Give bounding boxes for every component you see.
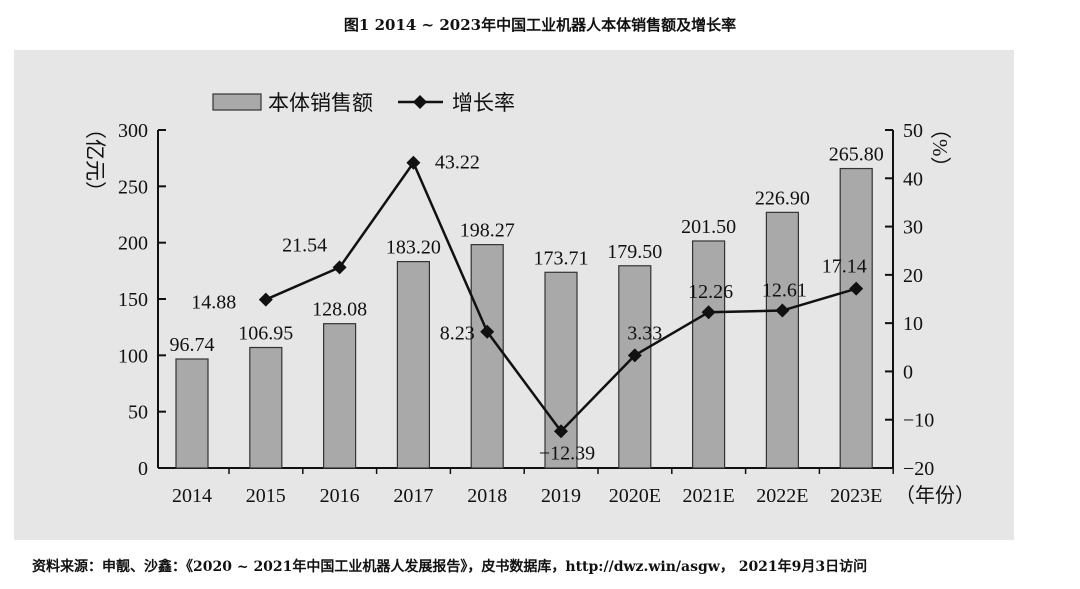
- growth-value-label: 14.88: [191, 292, 236, 314]
- growth-value-label: 3.33: [627, 322, 662, 344]
- bar-value-label: 173.71: [534, 247, 589, 269]
- x-tick-label: 2021E: [682, 485, 734, 507]
- growth-value-label: 17.14: [822, 256, 867, 278]
- bar: [175, 358, 209, 469]
- growth-marker: [480, 324, 495, 339]
- growth-value-label: 43.22: [435, 152, 480, 174]
- bar-value-label: 106.95: [238, 323, 293, 345]
- x-tick-label: 2016: [320, 485, 360, 507]
- left-axis-title: （亿元）: [83, 118, 107, 202]
- x-tick-label: 2019: [541, 485, 581, 507]
- bar: [691, 240, 726, 469]
- x-tick-label: 2023E: [830, 485, 882, 507]
- right-tick-label: −20: [903, 458, 934, 480]
- bar: [396, 260, 430, 469]
- right-axis-title: （%）: [928, 118, 952, 178]
- x-tick-label: 2022E: [756, 485, 808, 507]
- growth-marker: [554, 424, 568, 439]
- x-tick-label: 2017: [393, 485, 433, 507]
- growth-value-label: 21.54: [282, 234, 327, 256]
- bar: [470, 244, 504, 469]
- growth-value-label: 8.23: [440, 323, 475, 345]
- bar: [544, 271, 578, 469]
- left-tick-label: 200: [118, 233, 148, 255]
- x-tick-label: 2020E: [609, 485, 661, 507]
- growth-marker: [406, 155, 421, 170]
- growth-value-label: 12.26: [688, 281, 733, 303]
- bar-value-label: 201.50: [681, 216, 736, 238]
- right-tick-label: −10: [903, 410, 934, 432]
- bar-value-label: 183.20: [386, 237, 441, 259]
- bar-value-label: 198.27: [460, 220, 515, 242]
- x-tick-label: 2018: [467, 485, 507, 507]
- growth-marker: [332, 260, 347, 275]
- bar-value-label: 265.80: [829, 144, 884, 166]
- growth-marker: [775, 303, 790, 318]
- right-tick-label: 0: [903, 361, 913, 383]
- bar: [249, 346, 283, 469]
- source-note: 资料来源：申靓、沙鑫：《2020 ~ 2021年中国工业机器人发展报告》，皮书数…: [32, 559, 868, 575]
- bar-value-label: 128.08: [312, 299, 367, 321]
- growth-marker: [701, 305, 716, 320]
- x-tick-label: 2015: [246, 485, 286, 507]
- left-tick-label: 0: [138, 458, 148, 480]
- bar-value-label: 179.50: [607, 241, 662, 263]
- bar: [765, 211, 800, 469]
- bar: [839, 167, 873, 469]
- growth-value-label: −12.39: [539, 442, 595, 464]
- legend-line-label: 增长率: [452, 91, 515, 115]
- right-tick-label: 40: [903, 168, 923, 190]
- right-tick-label: 10: [903, 313, 923, 335]
- legend-bar-label: 本体销售额: [268, 91, 373, 115]
- bar-value-label: 226.90: [755, 187, 810, 209]
- legend-bar-swatch: [212, 93, 262, 111]
- bar: [323, 323, 357, 469]
- legend-line-marker: [413, 95, 427, 109]
- left-tick-label: 150: [118, 289, 148, 311]
- bar-value-label: 96.74: [170, 334, 215, 356]
- left-tick-label: 100: [118, 345, 148, 367]
- x-axis-title: （年份）: [895, 484, 975, 507]
- left-tick-label: 50: [128, 402, 148, 424]
- growth-marker: [627, 348, 642, 363]
- growth-marker: [258, 292, 273, 307]
- growth-value-label: 12.61: [762, 280, 807, 302]
- chart-title: 图1 2014 ~ 2023年中国工业机器人本体销售额及增长率: [343, 16, 737, 34]
- left-tick-label: 250: [118, 176, 148, 198]
- x-tick-label: 2014: [172, 485, 212, 507]
- right-tick-label: 20: [903, 265, 923, 287]
- growth-marker: [849, 281, 864, 296]
- left-tick-label: 300: [118, 120, 148, 142]
- right-tick-label: 30: [903, 217, 923, 239]
- right-tick-label: 50: [903, 120, 923, 142]
